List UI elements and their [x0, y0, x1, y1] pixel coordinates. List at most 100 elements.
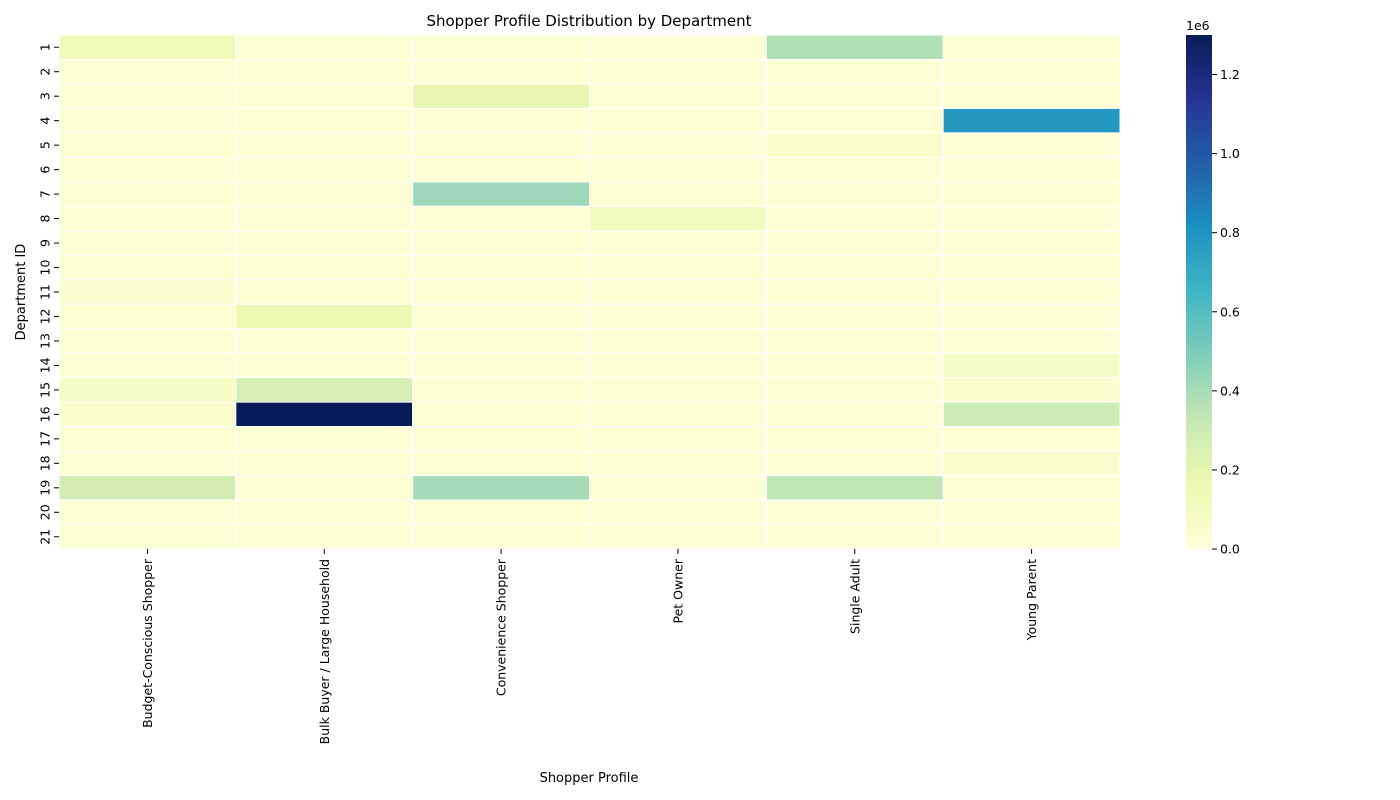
colorbar-tick-label: 1.0: [1220, 146, 1240, 161]
heatmap-cell: [412, 254, 590, 281]
heatmap-cell: [942, 328, 1121, 354]
heatmap-cell: [58, 377, 237, 403]
y-tick-label: 19: [38, 480, 53, 496]
heatmap-cell: [235, 303, 414, 330]
heatmap-cell: [942, 450, 1121, 477]
heatmap-cell: [589, 132, 767, 158]
heatmap-cell: [765, 58, 944, 85]
heatmap-cell: [412, 426, 590, 452]
heatmap-cell: [765, 107, 944, 134]
heatmap-cell: [58, 254, 237, 281]
heatmap-cell: [235, 426, 414, 452]
heatmap-cell: [412, 181, 590, 207]
heatmap-cell: [589, 524, 767, 550]
heatmap-cell: [942, 156, 1121, 183]
y-tick-label: 14: [38, 357, 53, 373]
heatmap-cell: [235, 499, 414, 526]
heatmap-cell: [58, 107, 237, 134]
y-tick-label: 21: [38, 529, 53, 545]
y-tick-label: 16: [38, 406, 53, 422]
x-tick-label: Bulk Buyer / Large Household: [317, 559, 332, 744]
heatmap-cell: [58, 450, 237, 477]
heatmap-cell: [942, 205, 1121, 232]
heatmap-cell: [58, 132, 237, 158]
heatmap-cell: [765, 132, 944, 158]
heatmap-cell: [942, 58, 1121, 85]
heatmap-cell: [235, 254, 414, 281]
colorbar-tick-label: 0.6: [1220, 304, 1240, 319]
heatmap-cell: [589, 303, 767, 330]
heatmap-cell: [58, 328, 237, 354]
heatmap-cell: [412, 34, 590, 60]
heatmap-cell: [765, 254, 944, 281]
heatmap-cell: [942, 426, 1121, 452]
y-tick-label: 20: [38, 504, 53, 520]
heatmap-cell: [589, 377, 767, 403]
y-tick-label: 18: [38, 455, 53, 471]
heatmap-cell: [58, 303, 237, 330]
heatmap-cell: [235, 475, 414, 501]
heatmap-cell: [765, 34, 944, 60]
y-tick-label: 13: [38, 333, 53, 349]
heatmap-cell: [765, 303, 944, 330]
y-tick-label: 8: [38, 215, 53, 223]
y-tick-label: 1: [38, 43, 53, 51]
heatmap-cell: [235, 524, 414, 550]
y-tick-label: 5: [38, 141, 53, 149]
heatmap-cell: [765, 279, 944, 305]
heatmap-cell: [589, 401, 767, 428]
heatmap-cell: [589, 279, 767, 305]
heatmap-cell: [942, 132, 1121, 158]
heatmap-cell: [58, 83, 237, 109]
heatmap-cell: [765, 450, 944, 477]
heatmap-cell: [765, 377, 944, 403]
heatmap-cell: [58, 475, 237, 501]
heatmap-cell: [412, 230, 590, 256]
heatmap-cell: [942, 254, 1121, 281]
heatmap-cell: [942, 107, 1121, 134]
x-axis-label: Shopper Profile: [540, 771, 639, 786]
heatmap-cell: [942, 303, 1121, 330]
heatmap-cell: [412, 401, 590, 428]
heatmap-cell: [942, 83, 1121, 109]
heatmap-cell: [942, 230, 1121, 256]
colorbar-exponent-label: 1e6: [1186, 18, 1210, 33]
heatmap-cell: [765, 230, 944, 256]
x-tick-label: Young Parent: [1024, 559, 1039, 641]
heatmap-cell: [412, 279, 590, 305]
heatmap-cell: [58, 181, 237, 207]
heatmap-cell: [235, 352, 414, 379]
heatmap-cell: [589, 34, 767, 60]
heatmap-cell: [942, 34, 1121, 60]
x-tick-label: Single Adult: [847, 559, 862, 634]
y-tick-label: 15: [38, 382, 53, 398]
heatmap-cell: [235, 328, 414, 354]
colorbar-ticks: 0.0 0.2 0.4 0.6 0.8 1.0 1.2: [1212, 67, 1240, 557]
heatmap-cell: [942, 377, 1121, 403]
heatmap-cell: [58, 524, 237, 550]
heatmap-cell: [58, 352, 237, 379]
colorbar-tick-label: 0.0: [1220, 542, 1240, 557]
heatmap-cell: [589, 426, 767, 452]
x-axis-ticks: Budget-Conscious Shopper Bulk Buyer / Lar…: [140, 549, 1039, 744]
y-tick-label: 9: [38, 239, 53, 247]
heatmap-cell: [235, 377, 414, 403]
heatmap-cell: [235, 132, 414, 158]
heatmap-cell: [412, 58, 590, 85]
y-tick-label: 4: [38, 117, 53, 125]
heatmap-cell: [58, 34, 237, 60]
heatmap-cell: [589, 83, 767, 109]
heatmap-cell: [589, 352, 767, 379]
heatmap-cell: [765, 83, 944, 109]
y-tick-label: 6: [38, 166, 53, 174]
heatmap-cell: [58, 230, 237, 256]
heatmap-cell: [58, 279, 237, 305]
heatmap-cell: [235, 230, 414, 256]
heatmap-cell: [589, 230, 767, 256]
x-tick-label: Budget-Conscious Shopper: [140, 558, 155, 728]
heatmap-cell: [765, 328, 944, 354]
heatmap-cell: [235, 83, 414, 109]
colorbar-tick-label: 0.8: [1220, 225, 1240, 240]
